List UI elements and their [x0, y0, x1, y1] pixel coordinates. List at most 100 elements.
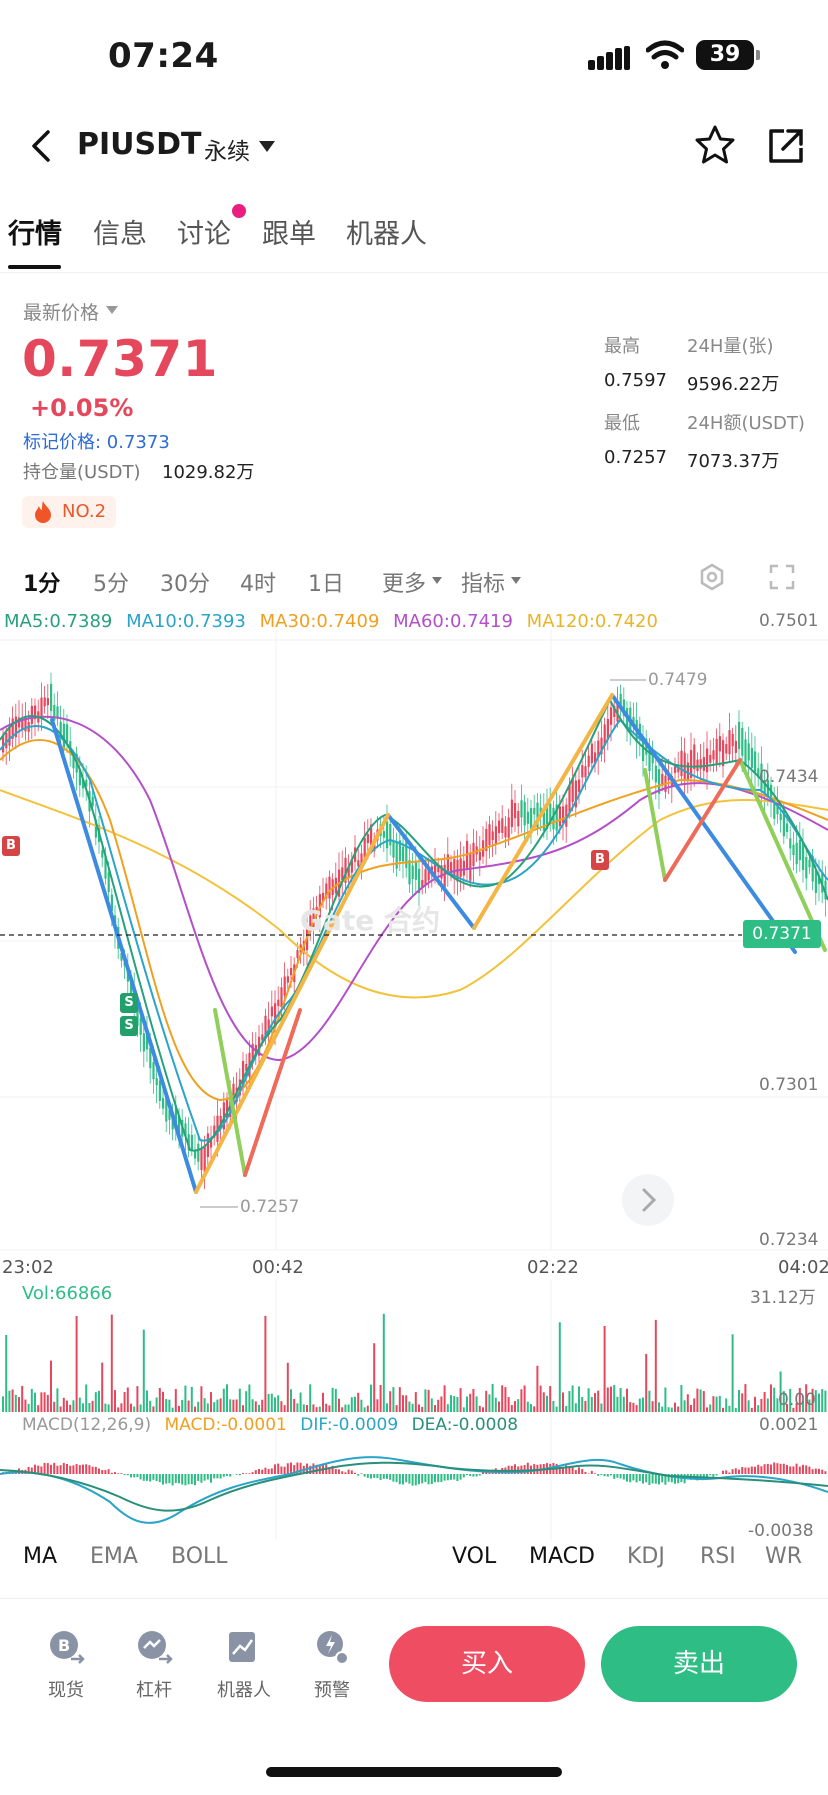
indicator-menu[interactable]: 指标 [461, 572, 506, 597]
buy-marker: B [2, 836, 20, 856]
tab-bot[interactable]: 机器人 [346, 219, 427, 250]
scroll-to-latest-button[interactable] [622, 1174, 674, 1226]
low-value: 0.7257 [604, 447, 667, 468]
timeframe-4h[interactable]: 4时 [240, 572, 276, 597]
share-icon[interactable] [766, 126, 806, 166]
candle-body [261, 1034, 264, 1041]
indicator-wr[interactable]: WR [765, 1544, 803, 1569]
tab-copy-trade[interactable]: 跟单 [262, 219, 316, 250]
timeframe-1d[interactable]: 1日 [308, 572, 344, 597]
macd-bar [72, 1465, 75, 1474]
volume-bar [242, 1405, 244, 1412]
tab-info[interactable]: 信息 [93, 219, 147, 250]
nav-spot[interactable]: B 现货 [30, 1628, 102, 1702]
mark-price[interactable]: 标记价格: 0.7373 [23, 432, 170, 453]
volume-bar [11, 1389, 14, 1412]
volume-bar [136, 1386, 139, 1412]
candlestick-chart[interactable]: Gate 合约 [0, 606, 828, 1256]
indicator-ma[interactable]: MA [23, 1544, 58, 1569]
volume-bar [347, 1404, 350, 1412]
caret-down-icon[interactable] [511, 577, 521, 584]
volume-bar [75, 1316, 78, 1412]
settings-hex-icon[interactable] [697, 562, 727, 592]
macd-bar [744, 1467, 747, 1474]
volume-bar [491, 1384, 494, 1412]
tab-discussion[interactable]: 讨论 [177, 219, 231, 250]
macd-bar [37, 1465, 40, 1474]
timeframe-30m[interactable]: 30分 [160, 572, 210, 597]
wifi-icon [646, 40, 684, 69]
volume-bar [117, 1407, 120, 1412]
volume-bar [110, 1314, 113, 1412]
contract-type[interactable]: 永续 [204, 139, 250, 165]
price-type-label[interactable]: 最新价格 [23, 302, 100, 324]
back-icon[interactable] [28, 128, 58, 164]
candle-body [437, 864, 440, 873]
volume-bar [174, 1389, 177, 1412]
fullscreen-icon[interactable] [767, 562, 797, 592]
macd-bar [315, 1464, 318, 1474]
candle-body [94, 819, 97, 838]
macd-bar [171, 1474, 174, 1486]
volume-bar [139, 1404, 142, 1412]
indicator-macd[interactable]: MACD [529, 1544, 595, 1569]
timeframe-5m[interactable]: 5分 [93, 572, 129, 597]
indicator-rsi[interactable]: RSI [700, 1544, 736, 1569]
volume-bar [165, 1399, 168, 1412]
volume-chart[interactable] [0, 1280, 828, 1412]
volume-bars [2, 1313, 827, 1412]
buy-button[interactable]: 买入 [389, 1626, 585, 1702]
timeframe-more[interactable]: 更多 [382, 572, 427, 597]
volume-bar [88, 1402, 91, 1412]
candle-body [782, 808, 785, 837]
volume-bar [331, 1387, 334, 1412]
volume-bar [152, 1406, 155, 1412]
candle-body [517, 810, 520, 827]
macd-bar [747, 1467, 750, 1474]
macd-bar [104, 1470, 107, 1474]
sell-button[interactable]: 卖出 [601, 1626, 797, 1702]
macd-bar [174, 1474, 177, 1483]
caret-down-icon[interactable] [432, 577, 442, 584]
star-icon[interactable] [694, 124, 736, 166]
macd-bar [283, 1466, 286, 1474]
macd-bar [149, 1474, 152, 1482]
candle-body [146, 1033, 149, 1050]
symbol-title[interactable]: PIUSDT [77, 127, 202, 162]
macd-bar [299, 1462, 302, 1474]
trend-line-up-2 [472, 693, 614, 930]
indicator-boll[interactable]: BOLL [171, 1544, 228, 1569]
macd-bar [235, 1474, 238, 1475]
candle-body [149, 1047, 152, 1069]
time-tick-3: 02:22 [527, 1257, 579, 1278]
indicator-kdj[interactable]: KDJ [627, 1544, 665, 1569]
volume-bar [251, 1399, 254, 1412]
macd-bar [382, 1474, 385, 1479]
macd-legend: MACD(12,26,9) MACD:-0.0001 DIF:-0.0009 D… [22, 1415, 526, 1435]
caret-down-icon[interactable] [106, 306, 118, 314]
volume-bar [443, 1385, 446, 1412]
candle-body [805, 857, 808, 879]
nav-bot[interactable]: 机器人 [208, 1628, 280, 1702]
nav-margin[interactable]: 杠杆 [118, 1628, 190, 1702]
indicator-vol[interactable]: VOL [452, 1544, 497, 1569]
volume-bar [658, 1402, 660, 1412]
macd-bar [632, 1474, 635, 1481]
timeframe-1m[interactable]: 1分 [23, 572, 61, 597]
nav-alert[interactable]: 预警 [296, 1628, 368, 1702]
candle-body [693, 744, 696, 770]
volume-bar [517, 1399, 520, 1412]
macd-bar [741, 1467, 744, 1474]
sell-marker: S [120, 1016, 138, 1036]
volume-bar [181, 1400, 184, 1412]
dif-line [0, 1456, 828, 1524]
volume-bar [5, 1334, 8, 1412]
macd-chart[interactable] [0, 1412, 828, 1540]
candle-body [549, 803, 552, 823]
indicator-ema[interactable]: EMA [90, 1544, 138, 1569]
caret-down-icon[interactable] [259, 141, 275, 152]
candle-body [434, 862, 437, 876]
candle-body [312, 908, 315, 928]
tab-market[interactable]: 行情 [8, 219, 62, 250]
volume-bar [424, 1389, 427, 1412]
